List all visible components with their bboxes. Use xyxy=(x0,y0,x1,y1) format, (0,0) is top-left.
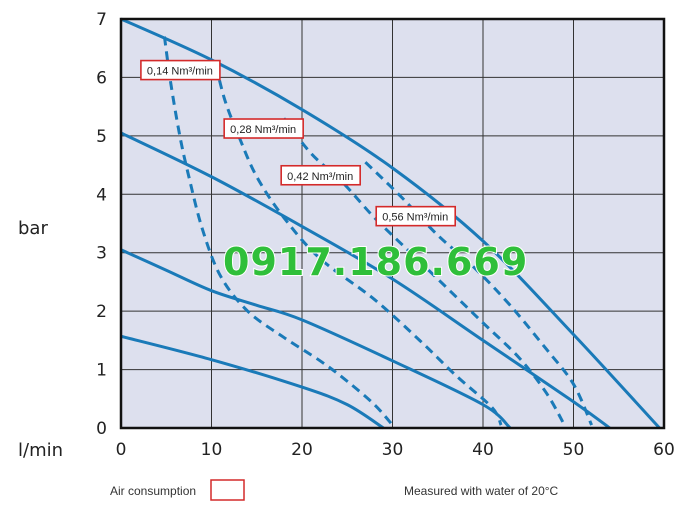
y-tick-label: 0 xyxy=(96,419,107,439)
tick-labels: 0 10 20 30 40 50 60 0 1 2 3 4 5 6 7 xyxy=(96,10,675,460)
curve-label-box xyxy=(280,164,361,186)
curve-label-box xyxy=(375,205,457,227)
x-tick-label: 50 xyxy=(563,440,585,460)
curve-label-text: 0,56 Nm³/min xyxy=(382,212,448,224)
curve-label-0: 0,14 Nm³/min xyxy=(140,59,221,81)
y-tick-label: 2 xyxy=(96,302,107,322)
y-tick-label: 4 xyxy=(96,185,107,205)
measurement-note: Measured with water of 20°C xyxy=(404,484,559,498)
curve-label-2: 0,42 Nm³/min xyxy=(280,164,361,186)
y-tick-label: 1 xyxy=(96,361,107,381)
curve-label-text: 0,14 Nm³/min xyxy=(147,66,213,78)
curve-labels: 0,14 Nm³/min 0,28 Nm³/min 0,42 Nm³/min 0,56… xyxy=(140,59,457,227)
x-tick-label: 30 xyxy=(382,440,404,460)
curve-label-box xyxy=(223,118,304,139)
pressure-curve-3 xyxy=(120,334,385,430)
curve-label-text: 0,28 Nm³/min xyxy=(230,124,296,136)
x-tick-label: 40 xyxy=(472,440,494,460)
curve-label-box xyxy=(140,59,221,81)
air-consumption-curve-7 xyxy=(364,161,593,426)
air-consumption-curve-4 xyxy=(162,36,394,427)
curve-label-1: 0,28 Nm³/min xyxy=(223,118,304,139)
y-tick-label: 6 xyxy=(96,68,107,88)
legend-text: Air consumption xyxy=(110,484,196,498)
watermark-phone-number: 0917.186.669 xyxy=(223,240,528,284)
curve-label-text: 0,42 Nm³/min xyxy=(287,171,353,183)
y-tick-label: 7 xyxy=(96,10,107,30)
x-tick-label: 0 xyxy=(116,440,127,460)
y-tick-label: 3 xyxy=(96,244,107,264)
x-tick-label: 60 xyxy=(653,440,675,460)
x-axis-label: l/min xyxy=(18,440,63,461)
curve-label-3: 0,56 Nm³/min xyxy=(375,205,457,227)
y-axis-label: bar xyxy=(18,218,48,239)
x-tick-label: 20 xyxy=(291,440,313,460)
pressure-curve-1 xyxy=(120,131,611,430)
plot-border xyxy=(119,17,666,430)
pressure-curve-2 xyxy=(120,248,512,430)
y-tick-label: 5 xyxy=(96,127,107,147)
x-tick-label: 10 xyxy=(201,440,223,460)
legend-swatch xyxy=(210,479,245,501)
